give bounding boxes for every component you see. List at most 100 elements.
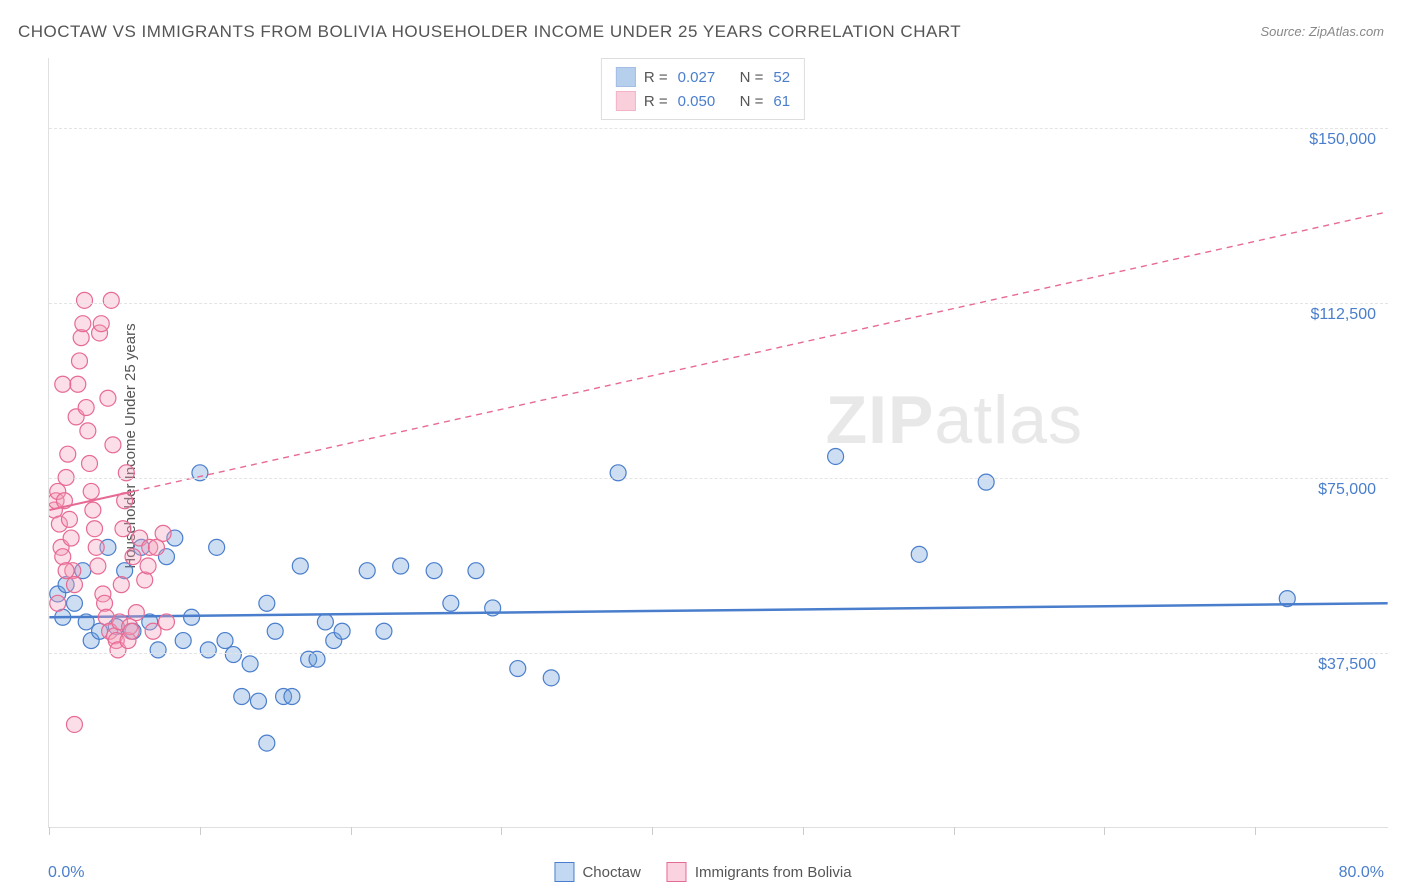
legend-swatch — [554, 862, 574, 882]
chart-title: CHOCTAW VS IMMIGRANTS FROM BOLIVIA HOUSE… — [18, 22, 961, 42]
data-point — [543, 670, 559, 686]
data-point — [123, 623, 139, 639]
data-point — [61, 511, 77, 527]
data-point — [85, 502, 101, 518]
data-point — [250, 693, 266, 709]
legend-swatch — [616, 91, 636, 111]
legend-series-label: Choctaw — [582, 864, 640, 881]
data-point — [426, 563, 442, 579]
chart-svg — [49, 58, 1388, 827]
source-attribution: Source: ZipAtlas.com — [1260, 24, 1384, 39]
legend-n-label: N = — [740, 93, 764, 110]
gridline — [49, 303, 1388, 304]
legend-series-label: Immigrants from Bolivia — [695, 864, 852, 881]
legend-series: Choctaw Immigrants from Bolivia — [554, 862, 851, 882]
data-point — [115, 521, 131, 537]
data-point — [58, 563, 74, 579]
data-point — [82, 455, 98, 471]
legend-swatch — [616, 67, 636, 87]
data-point — [128, 605, 144, 621]
x-tick — [1104, 827, 1105, 835]
data-point — [510, 661, 526, 677]
legend-series-item: Choctaw — [554, 862, 640, 882]
data-point — [225, 647, 241, 663]
legend-n-value: 52 — [773, 69, 790, 86]
data-point — [468, 563, 484, 579]
data-point — [105, 437, 121, 453]
gridline — [49, 128, 1388, 129]
data-point — [911, 546, 927, 562]
trendline-extrapolated — [133, 212, 1388, 492]
data-point — [83, 483, 99, 499]
x-axis-min-label: 0.0% — [48, 864, 84, 882]
data-point — [140, 558, 156, 574]
data-point — [978, 474, 994, 490]
legend-r-label: R = — [644, 93, 668, 110]
legend-r-value: 0.050 — [678, 93, 732, 110]
data-point — [66, 595, 82, 611]
gridline — [49, 478, 1388, 479]
data-point — [78, 400, 94, 416]
data-point — [242, 656, 258, 672]
data-point — [217, 633, 233, 649]
data-point — [234, 689, 250, 705]
data-point — [77, 292, 93, 308]
data-point — [70, 376, 86, 392]
data-point — [55, 549, 71, 565]
data-point — [100, 390, 116, 406]
y-tick-label: $150,000 — [1309, 131, 1376, 149]
data-point — [292, 558, 308, 574]
x-tick — [652, 827, 653, 835]
data-point — [80, 423, 96, 439]
legend-swatch — [667, 862, 687, 882]
legend-series-item: Immigrants from Bolivia — [667, 862, 852, 882]
x-tick — [49, 827, 50, 835]
legend-r-value: 0.027 — [678, 69, 732, 86]
plot-area: ZIPatlas $37,500$75,000$112,500$150,000 — [48, 58, 1388, 828]
data-point — [145, 623, 161, 639]
data-point — [393, 558, 409, 574]
data-point — [259, 595, 275, 611]
data-point — [155, 525, 171, 541]
data-point — [443, 595, 459, 611]
data-point — [137, 572, 153, 588]
gridline — [49, 653, 1388, 654]
data-point — [284, 689, 300, 705]
data-point — [75, 316, 91, 332]
x-tick — [501, 827, 502, 835]
data-point — [158, 614, 174, 630]
data-point — [71, 353, 87, 369]
data-point — [117, 563, 133, 579]
y-tick-label: $37,500 — [1318, 656, 1376, 674]
data-point — [828, 448, 844, 464]
data-point — [63, 530, 79, 546]
data-point — [184, 609, 200, 625]
data-point — [267, 623, 283, 639]
data-point — [50, 595, 66, 611]
x-tick — [954, 827, 955, 835]
data-point — [93, 316, 109, 332]
y-tick-label: $75,000 — [1318, 481, 1376, 499]
data-point — [66, 716, 82, 732]
legend-correlation-row: R =0.027N =52 — [616, 65, 790, 89]
trendline — [49, 603, 1387, 617]
legend-n-label: N = — [740, 69, 764, 86]
data-point — [87, 521, 103, 537]
x-tick — [200, 827, 201, 835]
data-point — [175, 633, 191, 649]
data-point — [200, 642, 216, 658]
data-point — [90, 558, 106, 574]
data-point — [376, 623, 392, 639]
x-tick — [351, 827, 352, 835]
legend-correlation-row: R = 0.050 N = 61 — [616, 89, 790, 113]
data-point — [334, 623, 350, 639]
x-tick — [1255, 827, 1256, 835]
data-point — [60, 446, 76, 462]
data-point — [103, 292, 119, 308]
data-point — [359, 563, 375, 579]
y-tick-label: $112,500 — [1310, 306, 1376, 324]
data-point — [88, 539, 104, 555]
x-tick — [803, 827, 804, 835]
legend-n-value: 61 — [773, 93, 790, 110]
data-point — [125, 549, 141, 565]
